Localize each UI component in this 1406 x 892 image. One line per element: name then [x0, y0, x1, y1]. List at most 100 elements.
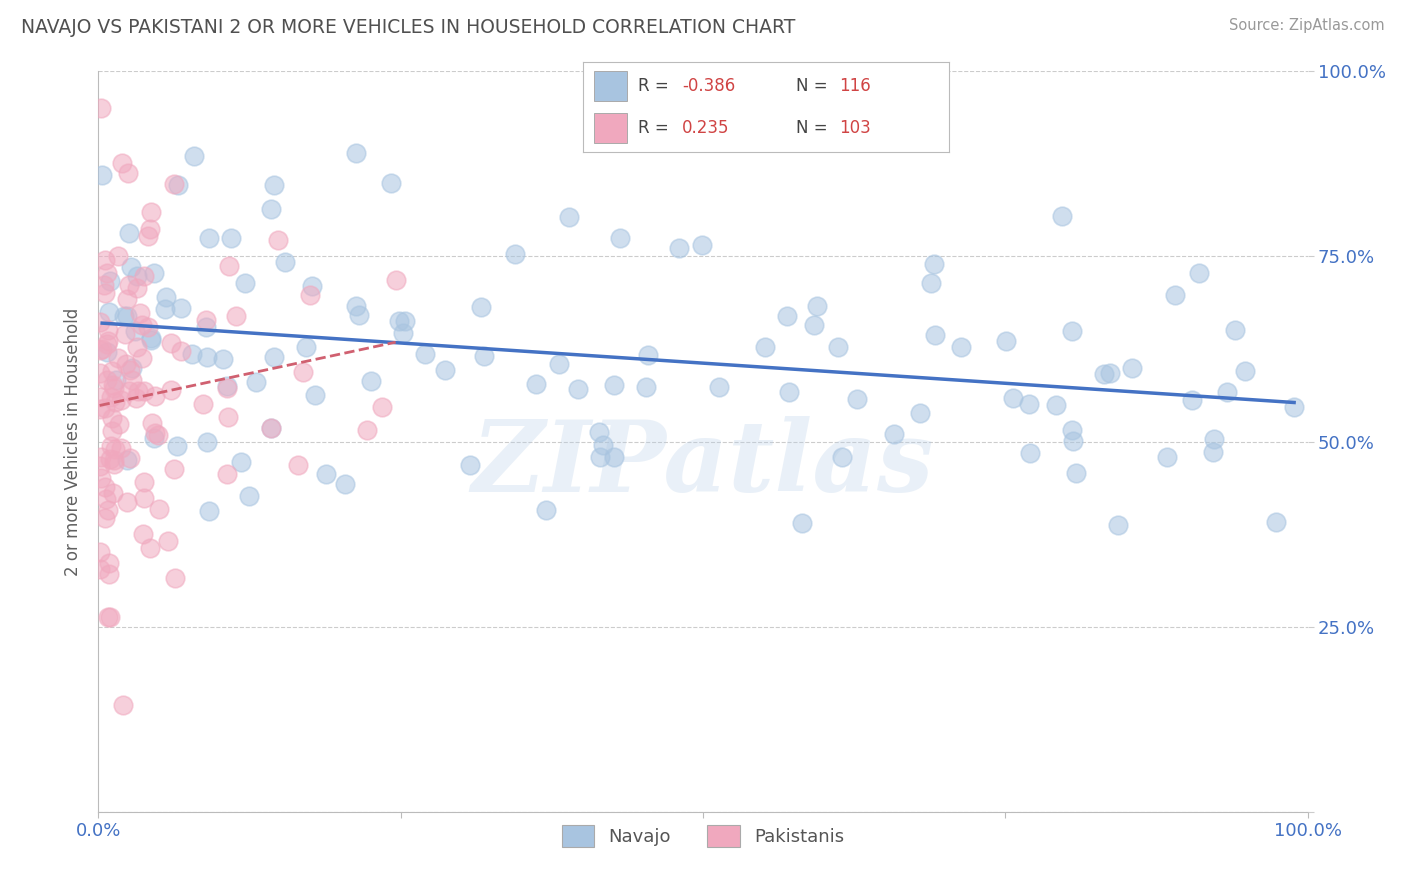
Point	[98, 610, 121, 624]
Point	[111, 156, 134, 170]
Point	[114, 326, 136, 341]
Point	[458, 458, 481, 472]
Point	[1018, 446, 1040, 460]
Point	[995, 334, 1018, 348]
Text: N =: N =	[796, 77, 832, 95]
Point	[103, 457, 125, 471]
Point	[1001, 391, 1024, 405]
Point	[183, 149, 205, 163]
Point	[153, 302, 176, 317]
Point	[1265, 515, 1288, 529]
Point	[107, 249, 129, 263]
Point	[299, 288, 322, 302]
Point	[304, 388, 326, 402]
Point	[105, 373, 128, 387]
Point	[100, 390, 122, 404]
Point	[827, 340, 849, 354]
Point	[89, 315, 111, 329]
Point	[97, 503, 120, 517]
Point	[217, 409, 239, 424]
Point	[233, 276, 256, 290]
Point	[195, 435, 218, 450]
Point	[124, 324, 146, 338]
Point	[115, 453, 138, 467]
Point	[120, 260, 142, 275]
Point	[148, 502, 170, 516]
Point	[94, 480, 117, 494]
Point	[260, 202, 283, 217]
Point	[225, 310, 247, 324]
Point	[592, 438, 614, 452]
Point	[93, 511, 115, 525]
Text: -0.386: -0.386	[682, 77, 735, 95]
Point	[97, 305, 120, 319]
Point	[1234, 364, 1257, 378]
Text: Source: ZipAtlas.com: Source: ZipAtlas.com	[1229, 18, 1385, 33]
Point	[1204, 432, 1226, 446]
Point	[180, 347, 202, 361]
Point	[141, 333, 163, 347]
Point	[344, 145, 367, 160]
Point	[117, 495, 139, 509]
Point	[922, 257, 945, 271]
Point	[360, 374, 382, 388]
Point	[924, 327, 946, 342]
Point	[260, 420, 283, 434]
Point	[394, 314, 416, 328]
Point	[215, 467, 238, 482]
Point	[132, 269, 155, 284]
Text: 103: 103	[839, 120, 872, 137]
Point	[127, 340, 149, 354]
Point	[301, 279, 323, 293]
Point	[121, 360, 143, 375]
Point	[637, 348, 659, 362]
Point	[609, 231, 631, 245]
Point	[115, 292, 138, 306]
Point	[356, 423, 378, 437]
Point	[110, 393, 132, 408]
Point	[371, 400, 394, 414]
Point	[245, 375, 267, 389]
Point	[131, 351, 153, 366]
Point	[141, 205, 163, 219]
Point	[128, 306, 150, 320]
Point	[263, 350, 285, 364]
Text: NAVAJO VS PAKISTANI 2 OR MORE VEHICLES IN HOUSEHOLD CORRELATION CHART: NAVAJO VS PAKISTANI 2 OR MORE VEHICLES I…	[21, 18, 796, 37]
Point	[347, 308, 370, 322]
Point	[101, 378, 124, 392]
Point	[90, 342, 112, 356]
Point	[557, 210, 579, 224]
Point	[1092, 368, 1115, 382]
Point	[103, 381, 125, 395]
Point	[145, 426, 167, 441]
Point	[101, 411, 124, 425]
Point	[215, 379, 238, 393]
Point	[91, 169, 114, 183]
Point	[131, 318, 153, 332]
Point	[138, 229, 160, 244]
Point	[155, 290, 177, 304]
Point	[709, 380, 731, 394]
Point	[163, 177, 186, 191]
Point	[1050, 209, 1073, 223]
Point	[89, 459, 111, 474]
Point	[1099, 367, 1122, 381]
Point	[159, 383, 181, 397]
Point	[101, 485, 124, 500]
Point	[690, 238, 713, 252]
Point	[259, 421, 281, 435]
Point	[295, 340, 318, 354]
Point	[141, 417, 163, 431]
Point	[266, 233, 288, 247]
Point	[103, 453, 125, 467]
Point	[883, 427, 905, 442]
Point	[191, 397, 214, 411]
Point	[107, 351, 129, 365]
Point	[138, 541, 160, 555]
Point	[89, 366, 111, 380]
Point	[198, 230, 221, 244]
Point	[845, 392, 868, 406]
Point	[114, 357, 136, 371]
Text: 0.235: 0.235	[682, 120, 730, 137]
Text: N =: N =	[796, 120, 832, 137]
